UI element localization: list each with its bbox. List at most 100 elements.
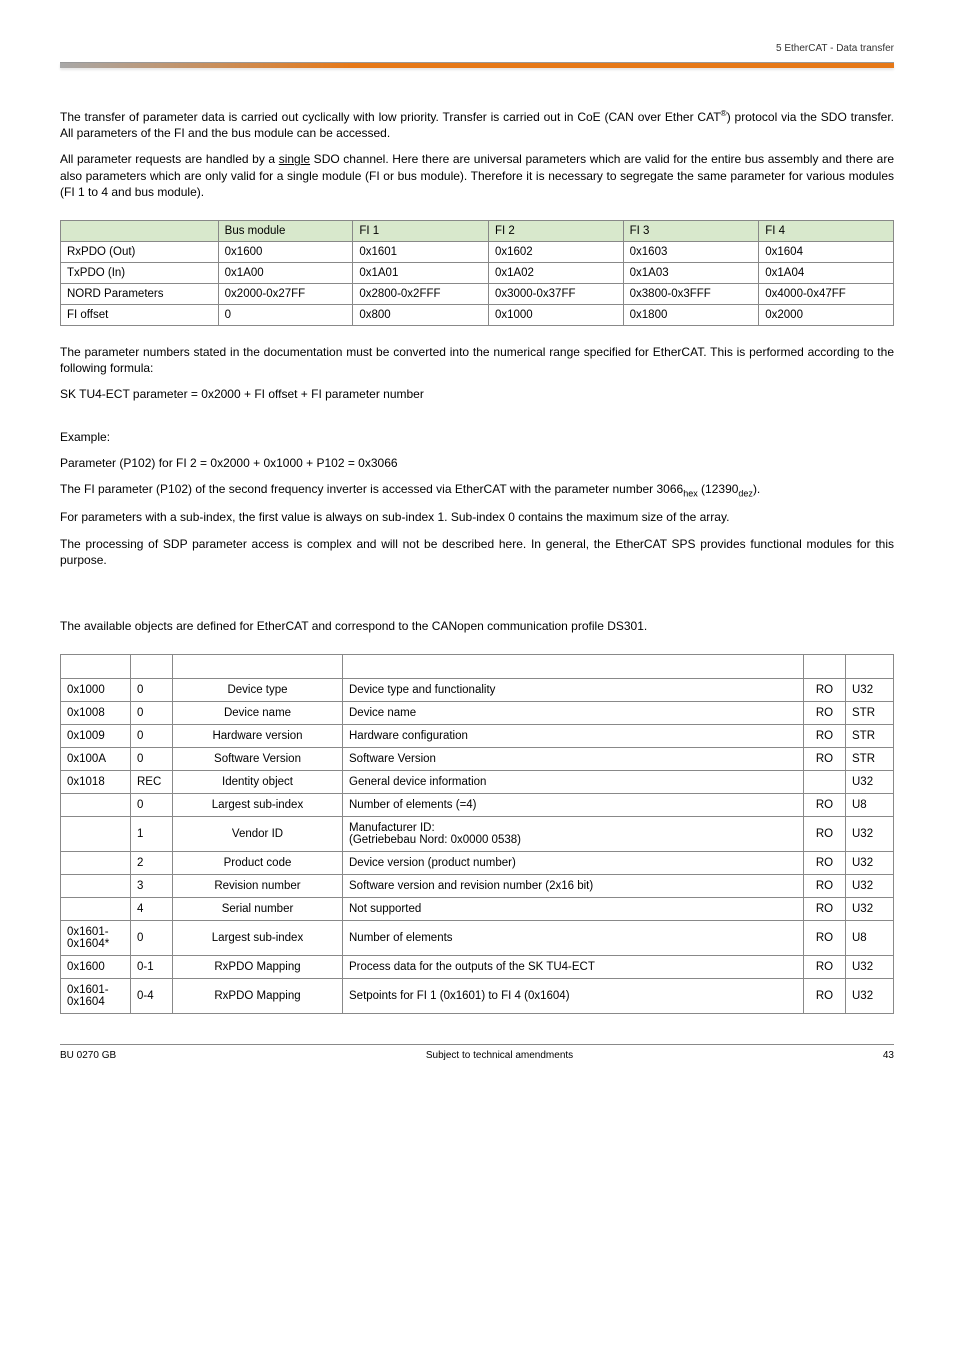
table-cell: 0x2000-0x27FF [218, 283, 353, 304]
table-cell: 0 [131, 725, 173, 748]
table-cell: 0x1603 [623, 241, 759, 262]
table-cell [61, 794, 131, 817]
table-cell [804, 771, 846, 794]
table-cell: Serial number [173, 898, 343, 921]
table-cell: U8 [846, 921, 894, 956]
table-cell: U32 [846, 679, 894, 702]
table-cell: RO [804, 852, 846, 875]
table-cell: Software Version [173, 748, 343, 771]
table-row: FI offset00x8000x10000x18000x2000 [61, 304, 894, 325]
table-cell: Device type [173, 679, 343, 702]
param-table-header-cell: FI 4 [759, 220, 894, 241]
table-cell: RO [804, 979, 846, 1014]
table-cell: 0-1 [131, 956, 173, 979]
table-cell: RO [804, 898, 846, 921]
p2-single: single [279, 152, 310, 166]
table-cell: 0x1600 [61, 956, 131, 979]
table-cell: U32 [846, 771, 894, 794]
formula-line: SK TU4-ECT parameter = 0x2000 + FI offse… [60, 386, 894, 402]
table-cell: RO [804, 875, 846, 898]
header-divider [60, 62, 894, 68]
table-cell: RxPDO Mapping [173, 956, 343, 979]
table-cell: 4 [131, 898, 173, 921]
table-cell: RO [804, 921, 846, 956]
table-cell: 3 [131, 875, 173, 898]
table-cell: 0x1A02 [488, 262, 623, 283]
table-cell: 0x1009 [61, 725, 131, 748]
table-row: NORD Parameters0x2000-0x27FF0x2800-0x2FF… [61, 283, 894, 304]
table-cell: 0x2800-0x2FFF [353, 283, 489, 304]
table-cell: REC [131, 771, 173, 794]
section-label: 5 EtherCAT - Data transfer [776, 43, 894, 54]
table-cell: U32 [846, 852, 894, 875]
footer-left: BU 0270 GB [60, 1050, 116, 1061]
table-row: RxPDO (Out)0x16000x16010x16020x16030x160… [61, 241, 894, 262]
footer-center: Subject to technical amendments [426, 1050, 573, 1061]
table-cell: 0x3800-0x3FFF [623, 283, 759, 304]
table-cell: U32 [846, 898, 894, 921]
table-cell: 0 [131, 702, 173, 725]
table-cell: 0x1601-0x1604* [61, 921, 131, 956]
table-cell: STR [846, 702, 894, 725]
p2-text-a: All parameter requests are handled by a [60, 152, 279, 166]
param-table-header-cell: FI 2 [488, 220, 623, 241]
paragraph-5: The processing of SDP parameter access i… [60, 536, 894, 568]
table-cell: STR [846, 748, 894, 771]
table-cell: 0x1602 [488, 241, 623, 262]
table-cell: TxPDO (In) [61, 262, 219, 283]
table-cell: Software version and revision number (2x… [343, 875, 804, 898]
paragraph-1: The transfer of parameter data is carrie… [60, 108, 894, 141]
table-cell: Largest sub-index [173, 921, 343, 956]
table-cell: Vendor ID [173, 817, 343, 852]
table-row: 0x1601-0x16040-4RxPDO MappingSetpoints f… [61, 979, 894, 1014]
footer-right: 43 [883, 1050, 894, 1061]
table-cell: 0 [131, 748, 173, 771]
table-cell: U32 [846, 875, 894, 898]
table-cell: Device version (product number) [343, 852, 804, 875]
table-row: 4Serial numberNot supportedROU32 [61, 898, 894, 921]
table-row: 0x10080Device nameDevice nameROSTR [61, 702, 894, 725]
table-cell: 2 [131, 852, 173, 875]
table-row: 0x10090Hardware versionHardware configur… [61, 725, 894, 748]
table-cell: 0x1008 [61, 702, 131, 725]
table-cell: 0x1000 [61, 679, 131, 702]
parameter-table: Bus moduleFI 1FI 2FI 3FI 4 RxPDO (Out)0x… [60, 220, 894, 326]
ex2-b: (12390 [698, 482, 739, 496]
table-row: TxPDO (In)0x1A000x1A010x1A020x1A030x1A04 [61, 262, 894, 283]
table-cell: RO [804, 725, 846, 748]
p1-text-a: The transfer of parameter data is carrie… [60, 110, 721, 124]
table-cell: 0x3000-0x37FF [488, 283, 623, 304]
table-cell: FI offset [61, 304, 219, 325]
table-cell: RxPDO (Out) [61, 241, 219, 262]
table-cell: RO [804, 679, 846, 702]
table-cell: 0x1604 [759, 241, 894, 262]
table-cell: Device type and functionality [343, 679, 804, 702]
table-cell: Manufacturer ID:(Getriebebau Nord: 0x000… [343, 817, 804, 852]
table-cell: 0 [131, 679, 173, 702]
table-cell: Setpoints for FI 1 (0x1601) to FI 4 (0x1… [343, 979, 804, 1014]
table-cell: Number of elements (=4) [343, 794, 804, 817]
table-cell: U32 [846, 956, 894, 979]
table-row: 0x1018RECIdentity objectGeneral device i… [61, 771, 894, 794]
obj-table-body: 0x10000Device typeDevice type and functi… [61, 679, 894, 1014]
table-cell: Product code [173, 852, 343, 875]
table-cell [61, 852, 131, 875]
param-table-header-cell [61, 220, 219, 241]
table-row: 0x1601-0x1604*0Largest sub-indexNumber o… [61, 921, 894, 956]
param-table-header-cell: FI 1 [353, 220, 489, 241]
table-cell: Number of elements [343, 921, 804, 956]
object-table: 0x10000Device typeDevice type and functi… [60, 654, 894, 1014]
paragraph-4: For parameters with a sub-index, the fir… [60, 509, 894, 525]
table-row: 0x100A0Software VersionSoftware VersionR… [61, 748, 894, 771]
table-cell: U32 [846, 817, 894, 852]
table-row: 0x10000Device typeDevice type and functi… [61, 679, 894, 702]
table-row: 0Largest sub-indexNumber of elements (=4… [61, 794, 894, 817]
example-line-1: Parameter (P102) for FI 2 = 0x2000 + 0x1… [60, 455, 894, 471]
table-cell: 0x100A [61, 748, 131, 771]
ex2-c: ). [753, 482, 760, 496]
table-cell [61, 817, 131, 852]
param-table-body: RxPDO (Out)0x16000x16010x16020x16030x160… [61, 241, 894, 325]
table-row: 1Vendor IDManufacturer ID:(Getriebebau N… [61, 817, 894, 852]
table-cell: 0x1A04 [759, 262, 894, 283]
table-cell: Identity object [173, 771, 343, 794]
